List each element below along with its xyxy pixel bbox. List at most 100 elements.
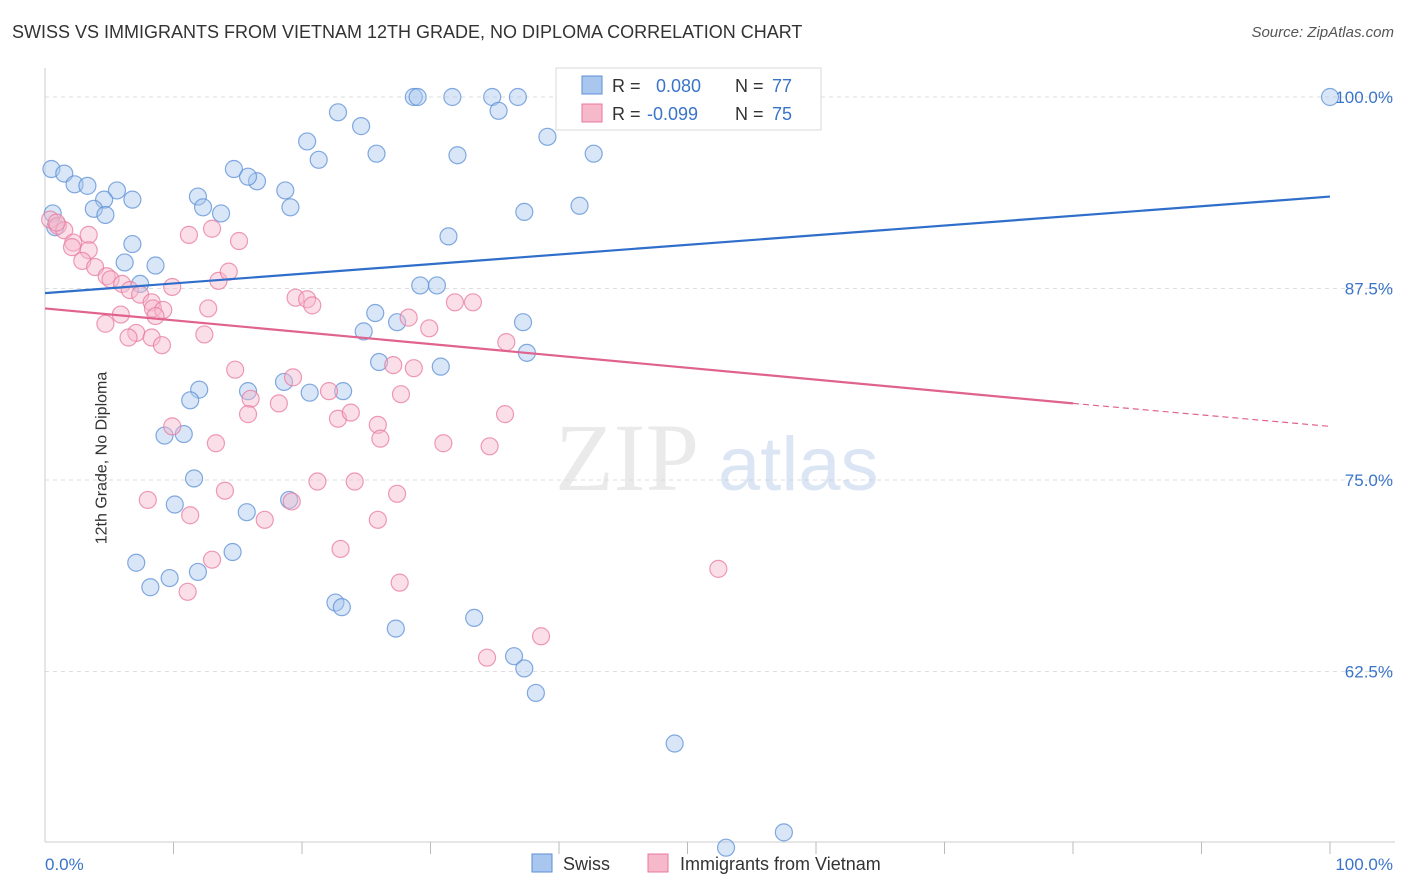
source-label: Source: ZipAtlas.com bbox=[1251, 24, 1394, 41]
vietnam-point bbox=[178, 582, 197, 601]
swiss-point bbox=[352, 117, 371, 136]
vietnam-point bbox=[138, 490, 157, 510]
vietnam-point bbox=[142, 328, 161, 347]
swiss-point bbox=[328, 103, 348, 122]
vietnam-point bbox=[255, 510, 274, 529]
legend-r-label-vietnam: R = bbox=[612, 104, 641, 124]
vietnam-point bbox=[390, 573, 409, 592]
legend-n-value-swiss: 77 bbox=[772, 76, 792, 96]
watermark: ZIP atlas bbox=[555, 404, 879, 511]
swiss-point bbox=[78, 176, 97, 195]
swiss-point bbox=[181, 391, 200, 410]
swiss-point bbox=[274, 372, 294, 392]
vietnam-point bbox=[163, 277, 182, 297]
vietnam-point bbox=[283, 368, 303, 387]
vietnam-point bbox=[195, 325, 214, 344]
swiss-point bbox=[448, 146, 467, 165]
swiss-point bbox=[237, 503, 256, 522]
swiss-point bbox=[716, 838, 736, 857]
swiss-point bbox=[211, 204, 231, 223]
swiss-point bbox=[354, 322, 373, 341]
chart-title: SWISS VS IMMIGRANTS FROM VIETNAM 12TH GR… bbox=[12, 22, 803, 42]
swiss-point bbox=[504, 647, 524, 666]
swiss-point bbox=[367, 144, 386, 163]
vietnam-point bbox=[463, 293, 483, 312]
vietnam-point bbox=[79, 225, 98, 244]
watermark-zip: ZIP bbox=[555, 404, 699, 511]
swiss-point bbox=[386, 619, 405, 638]
swiss-point bbox=[188, 187, 208, 206]
swiss-point bbox=[300, 383, 319, 402]
vietnam-point bbox=[282, 492, 301, 511]
vietnam-point bbox=[181, 506, 200, 525]
swiss-point bbox=[84, 199, 103, 218]
swiss-point bbox=[334, 382, 353, 401]
swiss-point bbox=[465, 608, 484, 627]
vietnam-point bbox=[199, 299, 218, 318]
swiss-point bbox=[513, 313, 533, 332]
swiss-point bbox=[238, 167, 258, 186]
vietnam-point bbox=[206, 434, 226, 453]
vietnam-point bbox=[47, 213, 66, 232]
vietnam-point bbox=[495, 405, 515, 424]
y-tick-label: 87.5% bbox=[1345, 280, 1393, 299]
vietnam-point bbox=[445, 293, 465, 312]
vietnam-point bbox=[391, 385, 411, 404]
legend-n-label-swiss: N = bbox=[735, 76, 764, 96]
vietnam-point bbox=[215, 481, 234, 500]
swiss-point bbox=[165, 495, 184, 514]
vietnam-point bbox=[286, 288, 305, 307]
swiss-point bbox=[439, 227, 458, 246]
bottom-legend-swatch-swiss bbox=[531, 853, 553, 873]
vietnam-point bbox=[420, 319, 439, 338]
x-tick-label-end: 100.0% bbox=[1335, 855, 1393, 874]
swiss-point bbox=[443, 87, 462, 107]
vietnam-point bbox=[368, 510, 387, 529]
legend-r-value-swiss: 0.080 bbox=[656, 76, 701, 96]
swiss-point bbox=[508, 87, 527, 107]
vietnam-point bbox=[79, 241, 98, 260]
legend-n-label-vietnam: N = bbox=[735, 104, 764, 124]
swiss-point bbox=[774, 823, 793, 842]
swiss-point bbox=[665, 734, 684, 753]
vietnam-point bbox=[480, 437, 499, 456]
vietnam-point bbox=[345, 472, 364, 491]
legend-n-value-vietnam: 75 bbox=[772, 104, 792, 124]
legend-swatch-vietnam bbox=[581, 103, 603, 123]
swiss-point bbox=[188, 562, 208, 582]
vietnam-point bbox=[497, 333, 516, 352]
vietnam-point bbox=[434, 434, 453, 453]
vietnam-point bbox=[119, 328, 138, 347]
swiss-point bbox=[332, 598, 351, 617]
swiss-point bbox=[95, 190, 114, 209]
swiss-point bbox=[298, 132, 317, 151]
swiss-point bbox=[309, 150, 328, 169]
watermark-atlas: atlas bbox=[718, 422, 879, 507]
vietnam-point bbox=[179, 225, 199, 244]
swiss-point bbox=[224, 159, 243, 179]
trend-line-vietnam bbox=[44, 307, 1074, 405]
swiss-point bbox=[387, 313, 407, 332]
swiss-point bbox=[281, 198, 300, 217]
swiss-point bbox=[538, 127, 557, 146]
vietnam-point bbox=[238, 405, 258, 424]
vietnam-point bbox=[202, 550, 222, 569]
vietnam-point bbox=[709, 559, 728, 578]
bottom-legend-label-swiss: Swiss bbox=[563, 854, 610, 874]
swiss-point bbox=[127, 553, 146, 572]
swiss-point bbox=[427, 276, 447, 295]
swiss-point bbox=[247, 172, 267, 191]
swiss-point bbox=[223, 542, 242, 562]
data-points bbox=[41, 87, 1340, 857]
legend-box: R = 0.080 N = 77 R = -0.099 N = 75 bbox=[555, 67, 822, 131]
vietnam-point bbox=[387, 484, 407, 503]
tick-labels: 100.0% 87.5% 75.0% 62.5% 0.0% 100.0% bbox=[45, 88, 1393, 874]
x-tick-label-start: 0.0% bbox=[45, 855, 84, 874]
swiss-point bbox=[130, 274, 150, 294]
swiss-point bbox=[408, 87, 427, 107]
vietnam-point bbox=[368, 415, 387, 434]
vietnam-point bbox=[319, 382, 339, 401]
swiss-point bbox=[115, 253, 134, 272]
swiss-point bbox=[107, 181, 127, 200]
